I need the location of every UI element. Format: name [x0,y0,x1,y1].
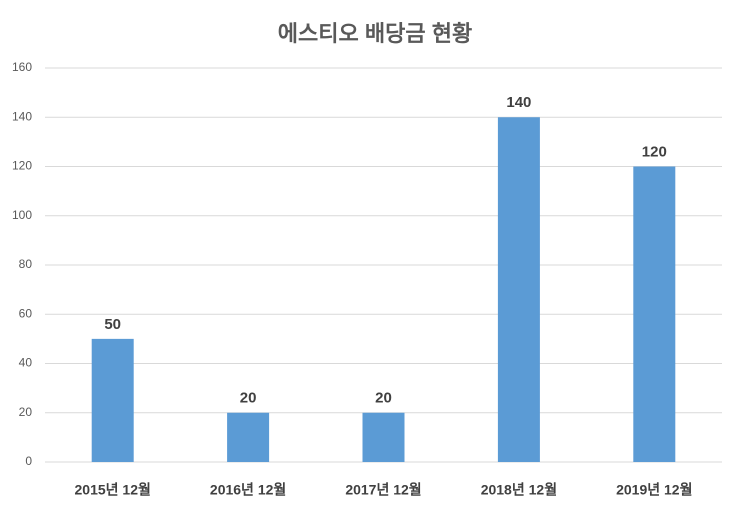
data-label: 20 [375,390,392,407]
x-tick-label: 2018년 12월 [481,482,557,498]
bar [362,412,405,462]
bar [227,412,270,462]
x-tick-label: 2017년 12월 [345,482,421,498]
x-tick-label: 2016년 12월 [210,482,286,498]
data-label: 120 [642,143,667,160]
y-tick-label: 60 [19,306,33,320]
bar [497,117,540,462]
bar [633,166,676,462]
bar [91,338,134,462]
y-tick-label: 20 [19,405,33,419]
x-tick-label: 2019년 12월 [616,482,692,498]
y-tick-label: 40 [19,356,33,370]
y-tick-label: 140 [12,109,32,123]
chart-title: 에스티오 배당금 현황 [278,21,472,46]
x-tick-label: 2015년 12월 [75,482,151,498]
data-label: 50 [104,316,121,333]
y-tick-label: 100 [12,208,32,222]
data-label: 140 [506,94,531,111]
y-tick-label: 0 [25,454,32,468]
y-tick-label: 80 [19,257,33,271]
data-label: 20 [240,390,257,407]
y-tick-label: 120 [12,159,32,173]
y-tick-label: 160 [12,60,32,74]
